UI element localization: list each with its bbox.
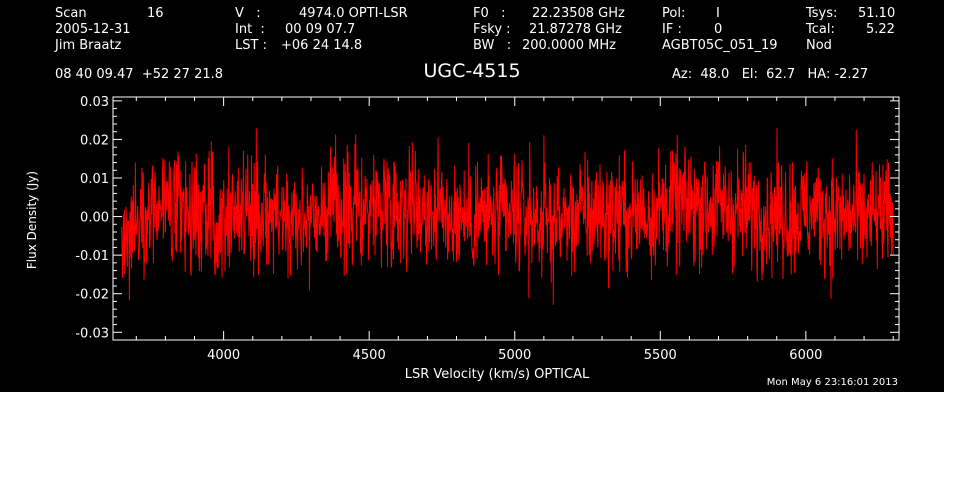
project-id: AGBT05C_051_19	[662, 38, 778, 53]
series-line-0	[121, 127, 894, 305]
integration-value: 00 09 07.7	[285, 22, 356, 37]
observation-date: 2005-12-31	[55, 22, 131, 37]
chart-title: UGC-4515	[423, 60, 521, 82]
velocity-value: 4974.0 OPTI-LSR	[299, 6, 408, 21]
bw-value: 200.0000 MHz	[522, 38, 616, 53]
pol-label: Pol:	[662, 6, 686, 21]
x-tick-label: 5500	[644, 348, 677, 363]
plot-panel: Scan 16 2005-12-31 Jim Braatz V : 4974.0…	[0, 0, 944, 392]
velocity-label: V :	[235, 6, 261, 21]
x-tick-label: 5000	[498, 348, 531, 363]
y-axis: -0.03 -0.02 -0.01 0.00 0.01 0.02 0.03	[75, 95, 899, 341]
y-axis-label: Flux Density (Jy)	[25, 171, 39, 269]
proc-label: Nod	[806, 38, 832, 53]
spectrum-chart: -0.03 -0.02 -0.01 0.00 0.01 0.02 0.03 4000 4500…	[25, 95, 900, 382]
x-tick-label: 4500	[353, 348, 386, 363]
y-tick-label: 0.02	[80, 133, 109, 148]
bw-label: BW :	[473, 38, 512, 53]
plot-frame	[112, 96, 900, 341]
observer-name: Jim Braatz	[55, 38, 122, 53]
tcal-value: 5.22	[866, 22, 895, 37]
lst-value: +06 24 14.8	[281, 38, 363, 53]
series-layer	[121, 127, 894, 305]
integration-label: Int :	[235, 22, 265, 37]
f0-value: 22.23508 GHz	[532, 6, 625, 21]
if-value: 0	[714, 22, 723, 37]
fsky-value: 21.87278 GHz	[529, 22, 622, 37]
tsys-value: 51.10	[858, 6, 896, 21]
x-axis-label: LSR Velocity (km/s) OPTICAL	[405, 367, 590, 382]
lst-label: LST :	[235, 38, 267, 53]
y-tick-label: 0.00	[80, 211, 109, 226]
pol-value: I	[716, 6, 720, 21]
tcal-label: Tcal:	[806, 22, 835, 37]
az-el-ha-readout: Az: 48.0 El: 62.7 HA: -2.27	[672, 67, 869, 82]
fsky-label: Fsky :	[473, 22, 511, 37]
scan-number: 16	[147, 6, 164, 21]
plot-timestamp: Mon May 6 23:16:01 2013	[766, 377, 898, 388]
y-tick-label: -0.01	[75, 249, 109, 264]
tsys-label: Tsys:	[806, 6, 838, 21]
scan-label: Scan	[55, 6, 87, 21]
x-axis: 4000 4500 5000 5500 6000	[135, 97, 894, 363]
y-tick-label: -0.03	[75, 326, 109, 341]
y-tick-label: 0.01	[80, 172, 109, 187]
x-tick-label: 4000	[207, 348, 240, 363]
if-label: IF :	[662, 22, 682, 37]
sky-coordinates: 08 40 09.47 +52 27 21.8	[55, 67, 224, 82]
f0-label: F0 :	[473, 6, 506, 21]
x-tick-label: 6000	[789, 348, 822, 363]
y-tick-label: 0.03	[80, 95, 109, 110]
y-tick-label: -0.02	[75, 288, 109, 303]
